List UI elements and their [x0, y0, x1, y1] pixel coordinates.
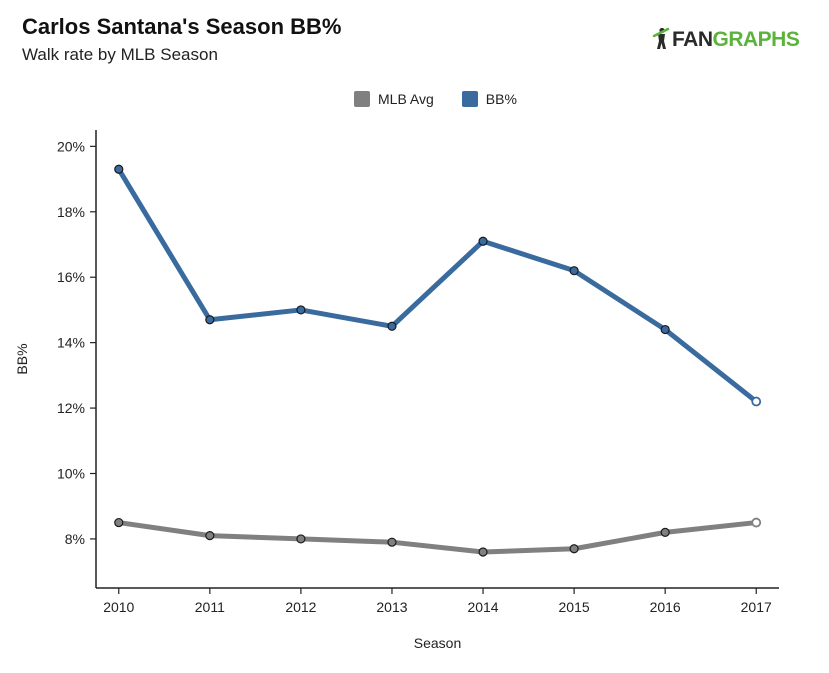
x-tick-label: 2017	[741, 599, 772, 615]
data-point-mlb-avg[interactable]	[660, 527, 670, 537]
series-line-bb	[116, 166, 759, 405]
data-point-bb[interactable]	[751, 396, 762, 407]
legend-label-mlb-avg: MLB Avg	[378, 91, 434, 107]
x-tick-label: 2013	[376, 599, 407, 615]
x-tick-label: 2011	[195, 599, 225, 615]
x-axis-title: Season	[414, 635, 461, 651]
batter-icon	[652, 27, 672, 51]
x-tick-label: 2010	[103, 599, 134, 615]
data-point-bb[interactable]	[296, 305, 306, 315]
chart-subtitle: Walk rate by MLB Season	[22, 45, 218, 64]
legend-item-mlb-avg[interactable]: MLB Avg	[354, 91, 434, 107]
data-point-mlb-avg[interactable]	[387, 537, 397, 547]
y-tick-label: 12%	[57, 400, 85, 416]
data-point-bb[interactable]	[205, 315, 215, 325]
y-tick-label: 18%	[57, 204, 85, 220]
legend-swatch-mlb-avg	[354, 91, 370, 107]
data-point-mlb-avg[interactable]	[205, 531, 215, 541]
data-point-bb[interactable]	[387, 321, 397, 331]
data-point-mlb-avg[interactable]	[296, 534, 306, 544]
data-point-bb[interactable]	[478, 236, 488, 246]
legend-item-bb[interactable]: BB%	[461, 91, 517, 107]
series-line-mlb-avg	[116, 520, 759, 555]
data-point-mlb-avg[interactable]	[569, 544, 579, 554]
data-point-bb[interactable]	[660, 324, 670, 335]
y-tick-label: 10%	[57, 466, 85, 482]
fangraphs-logo[interactable]: FAN GRAPHS	[652, 26, 800, 52]
x-tick-label: 2015	[559, 599, 590, 615]
legend: MLB Avg BB%	[354, 91, 545, 107]
data-point-bb[interactable]	[114, 164, 124, 174]
logo-text-fan: FAN	[672, 27, 713, 51]
y-tick-label: 8%	[65, 531, 85, 547]
chart-title: Carlos Santana's Season BB%	[22, 14, 342, 39]
data-point-mlb-avg[interactable]	[751, 517, 762, 528]
data-point-mlb-avg[interactable]	[114, 517, 124, 528]
x-tick-label: 2016	[650, 599, 681, 615]
y-tick-label: 14%	[57, 335, 85, 351]
y-axis-title: BB%	[14, 343, 30, 374]
logo-text-graphs: GRAPHS	[712, 27, 800, 51]
data-point-bb[interactable]	[569, 266, 579, 276]
y-tick-label: 20%	[57, 138, 85, 154]
data-point-mlb-avg[interactable]	[478, 547, 488, 557]
x-tick-label: 2014	[467, 599, 498, 615]
y-tick-label: 16%	[57, 269, 85, 285]
legend-swatch-bb	[461, 91, 478, 107]
x-tick-label: 2012	[285, 599, 316, 615]
legend-label-bb: BB%	[485, 91, 517, 107]
